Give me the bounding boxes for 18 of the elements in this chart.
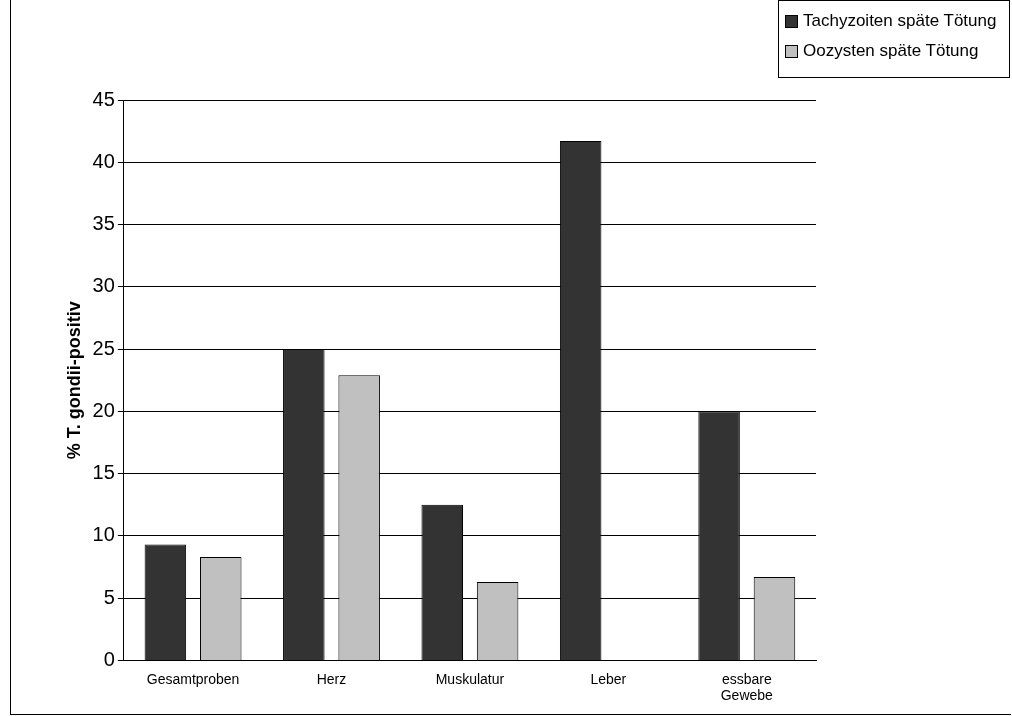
y-tick-label: 15 bbox=[92, 461, 115, 484]
y-tick-label: 25 bbox=[92, 336, 115, 359]
y-tick-label: 40 bbox=[92, 149, 115, 172]
x-tick-label: Muskulatur bbox=[435, 670, 505, 687]
x-tick-label: Leber bbox=[590, 670, 627, 687]
y-axis-title: % T. gondii-positiv bbox=[63, 301, 84, 460]
legend-label: Tachyzoiten späte Tötung bbox=[803, 10, 997, 32]
legend-label: Oozysten späte Tötung bbox=[803, 40, 979, 62]
y-tick-label: 5 bbox=[103, 585, 115, 608]
x-tick-label: essbare Gewebe bbox=[720, 670, 774, 704]
y-tick-label: 30 bbox=[92, 274, 115, 297]
x-tick-label: Gesamtproben bbox=[146, 670, 240, 687]
y-tick-label: 45 bbox=[92, 87, 115, 110]
y-tick-label: 20 bbox=[92, 398, 115, 421]
y-tick-label: 10 bbox=[92, 523, 115, 546]
x-tick-label: Herz bbox=[316, 670, 347, 687]
y-tick-label: 0 bbox=[103, 647, 115, 670]
y-tick-label: 35 bbox=[92, 212, 115, 235]
